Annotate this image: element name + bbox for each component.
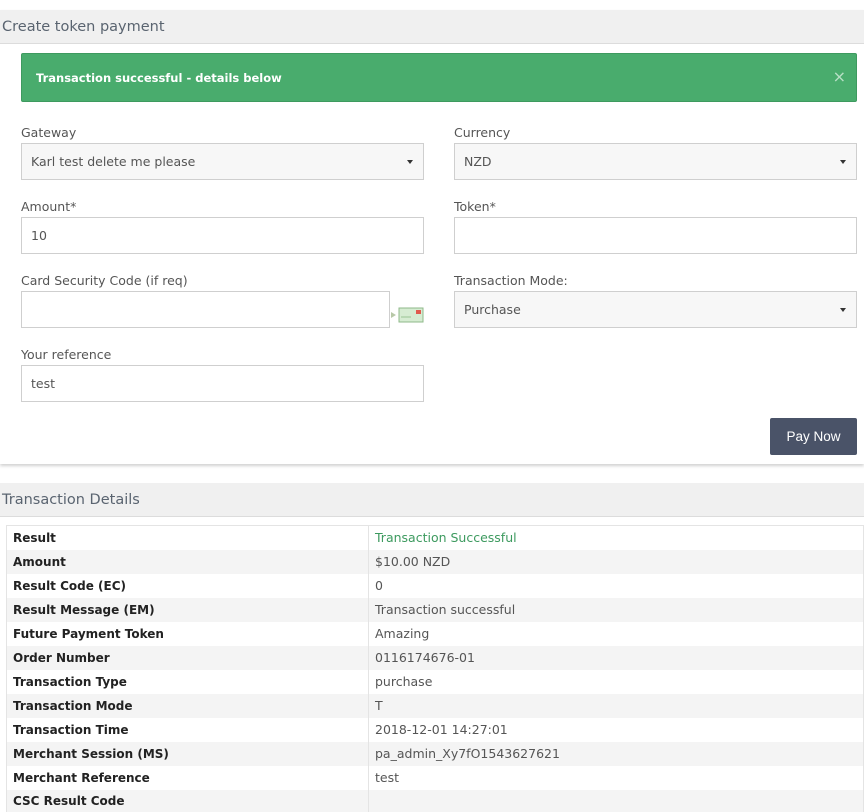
table-row: CSC Result Code [6, 789, 864, 812]
close-icon[interactable]: × [832, 67, 846, 86]
table-row: Amount $10.00 NZD [6, 549, 864, 574]
table-row: Transaction Mode T [6, 693, 864, 718]
table-row: Result Transaction Successful [6, 525, 864, 550]
amount-label: Amount* [21, 199, 77, 214]
mode-label: Transaction Mode: [454, 273, 568, 288]
reference-label: Your reference [21, 347, 112, 362]
table-row: Merchant Session (MS) pa_admin_Xy7fO15436… [6, 741, 864, 766]
detail-key: Future Payment Token [6, 621, 369, 646]
gateway-value: Karl test delete me please [31, 154, 196, 169]
transaction-mode-select[interactable]: Purchase [454, 291, 857, 328]
detail-value: test [375, 770, 400, 785]
gateway-select[interactable]: Karl test delete me please [21, 143, 424, 180]
detail-value [368, 789, 864, 812]
currency-value: NZD [464, 154, 492, 169]
detail-value: Transaction Successful [375, 530, 517, 546]
alert-message: Transaction successful - details below [36, 70, 282, 85]
success-alert: Transaction successful - details below × [21, 53, 857, 102]
detail-key: Transaction Type [6, 669, 369, 694]
caret-down-icon [840, 160, 846, 164]
detail-value: 2018-12-01 14:27:01 [375, 722, 508, 737]
detail-value: purchase [375, 674, 433, 689]
detail-key: Amount [6, 549, 369, 574]
detail-value: T [368, 693, 864, 718]
mode-value: Purchase [464, 302, 521, 317]
details-title: Transaction Details [0, 483, 864, 517]
detail-value: Amazing [375, 626, 430, 641]
table-row: Order Number 0116174676-01 [6, 645, 864, 670]
detail-key: Result [6, 525, 369, 550]
panel-title: Create token payment [0, 10, 864, 44]
detail-value: 0 [375, 578, 383, 593]
token-label: Token* [454, 199, 496, 214]
table-row: Future Payment Token Amazing [6, 621, 864, 646]
csc-input[interactable] [21, 291, 390, 328]
detail-key: Result Code (EC) [6, 573, 369, 598]
detail-key: Result Message (EM) [6, 597, 369, 622]
create-token-payment-panel: Create token payment Transaction success… [0, 10, 864, 464]
table-row: Transaction Type purchase [6, 669, 864, 694]
token-input[interactable] [454, 217, 857, 254]
detail-key: Transaction Time [6, 717, 369, 742]
detail-key: Merchant Session (MS) [6, 741, 369, 766]
currency-select[interactable]: NZD [454, 143, 857, 180]
credit-card-icon [391, 307, 424, 323]
detail-value: pa_admin_Xy7fO1543627621 [368, 741, 864, 766]
detail-key: Order Number [6, 645, 369, 670]
reference-input[interactable]: test [21, 365, 424, 402]
table-row: Transaction Time 2018-12-01 14:27:01 [6, 717, 864, 742]
amount-input[interactable]: 10 [21, 217, 424, 254]
detail-value: 0116174676-01 [368, 645, 864, 670]
pay-now-button[interactable]: Pay Now [770, 418, 857, 455]
caret-down-icon [407, 160, 413, 164]
reference-value: test [31, 376, 56, 391]
table-row: Result Message (EM) Transaction successfu… [6, 597, 864, 622]
details-table: Result Transaction Successful Amount $10.00… [6, 525, 864, 812]
gateway-label: Gateway [21, 125, 77, 140]
table-row: Merchant Reference test [6, 765, 864, 790]
detail-key: Merchant Reference [6, 765, 369, 790]
transaction-details-panel: Transaction Details Result Transaction Su… [0, 483, 864, 812]
detail-key: CSC Result Code [6, 789, 369, 812]
caret-down-icon [840, 308, 846, 312]
table-row: Result Code (EC) 0 [6, 573, 864, 598]
detail-key: Transaction Mode [6, 693, 369, 718]
currency-label: Currency [454, 125, 511, 140]
csc-label: Card Security Code (if req) [21, 273, 188, 288]
amount-value: 10 [31, 228, 47, 243]
detail-value: $10.00 NZD [368, 549, 864, 574]
detail-value: Transaction successful [368, 597, 864, 622]
